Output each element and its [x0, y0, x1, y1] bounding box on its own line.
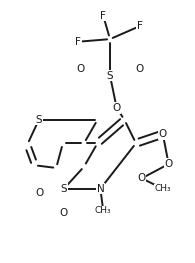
Text: CH₃: CH₃ — [95, 206, 112, 215]
Text: F: F — [137, 21, 143, 31]
Text: O: O — [76, 64, 84, 74]
Text: O: O — [138, 173, 146, 183]
Text: O: O — [136, 64, 144, 74]
Text: S: S — [35, 115, 42, 125]
Text: O: O — [165, 159, 173, 169]
Text: O: O — [159, 129, 167, 139]
Text: F: F — [75, 37, 81, 47]
Text: N: N — [97, 184, 104, 194]
Text: CH₃: CH₃ — [155, 184, 171, 193]
Text: S: S — [107, 70, 113, 80]
Text: F: F — [100, 11, 106, 21]
Text: O: O — [36, 188, 44, 198]
Text: O: O — [113, 103, 121, 113]
Text: S: S — [61, 184, 67, 194]
Text: O: O — [60, 209, 68, 219]
